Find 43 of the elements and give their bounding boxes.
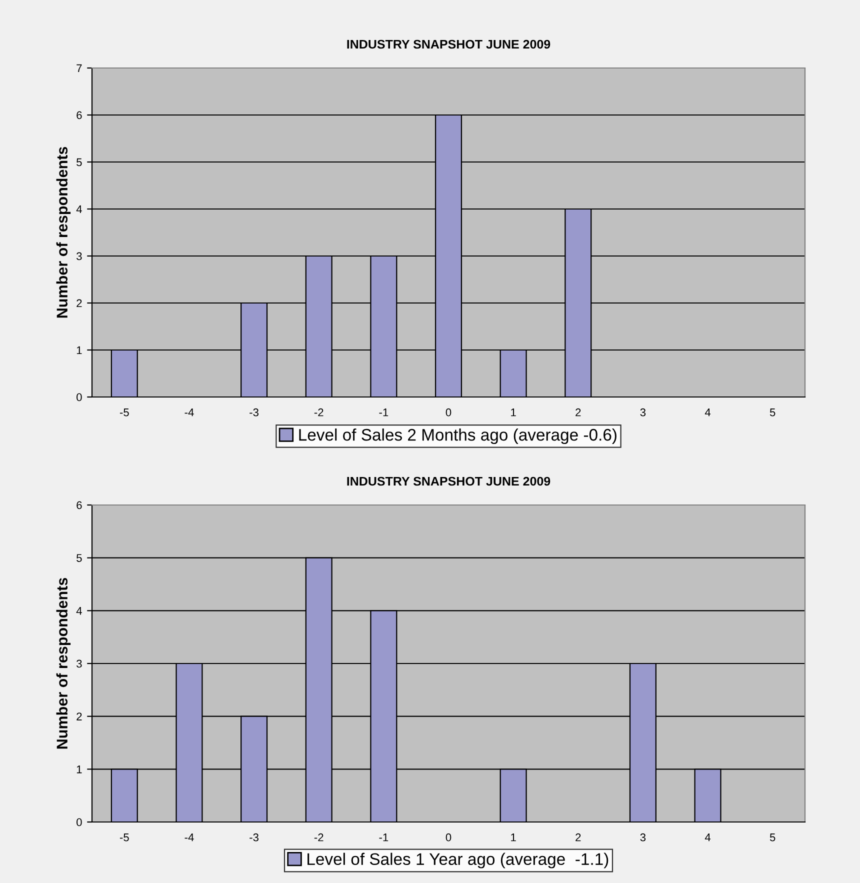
y-tick-label: 6: [76, 501, 82, 510]
y-tick-label: 0: [76, 393, 82, 402]
y-tick-label: 3: [76, 252, 82, 260]
x-tick-label: -4: [184, 408, 194, 416]
x-tick-label: 4: [704, 408, 711, 416]
x-tick-label: -5: [120, 408, 129, 416]
x-tick-label: -1: [379, 834, 388, 842]
x-tick-label: -1: [379, 408, 388, 416]
x-tick-label: -3: [250, 408, 258, 416]
y-tick-label: 3: [76, 660, 82, 668]
x-tick-label: 1: [511, 408, 516, 416]
x-tick-label: -3: [250, 833, 258, 842]
chart-title: INDUSTRY SNAPSHOT JUNE 2009: [347, 476, 550, 486]
x-tick-label: 5: [770, 408, 776, 416]
x-tick-label: 3: [640, 833, 646, 842]
x-tick-label: 2: [576, 408, 581, 416]
x-tick-label: 5: [770, 834, 776, 842]
x-tick-label: -2: [314, 408, 324, 416]
y-tick-label: 1: [76, 346, 82, 354]
y-axis-title: Number of respondents: [56, 578, 71, 749]
y-tick-label: 1: [76, 766, 82, 774]
legend-label: Level of Sales 1 Year ago (average -1.1): [308, 852, 608, 868]
y-tick-label: 7: [76, 64, 82, 72]
x-tick-label: 3: [640, 408, 646, 416]
y-tick-label: 4: [76, 205, 82, 214]
x-tick-label: -2: [314, 833, 324, 842]
y-tick-label: 2: [76, 712, 82, 720]
y-tick-label: 4: [76, 607, 82, 615]
y-tick-label: 0: [76, 818, 82, 826]
y-tick-label: 5: [76, 554, 82, 562]
y-tick-label: 2: [76, 299, 82, 308]
x-tick-label: -5: [120, 834, 129, 842]
x-tick-label: 4: [704, 834, 711, 842]
x-tick-label: -4: [184, 834, 194, 842]
y-tick-label: 6: [76, 111, 82, 120]
x-tick-label: 0: [446, 408, 452, 416]
x-tick-label: 1: [511, 834, 516, 842]
x-tick-label: 0: [446, 833, 452, 842]
chart-title: INDUSTRY SNAPSHOT JUNE 2009: [347, 40, 550, 49]
x-tick-label: 2: [576, 833, 581, 842]
legend-label: Level of Sales 2 Months ago (average -0.6): [299, 428, 616, 444]
y-tick-label: 5: [76, 158, 82, 166]
y-axis-title: Number of respondents: [56, 146, 71, 318]
